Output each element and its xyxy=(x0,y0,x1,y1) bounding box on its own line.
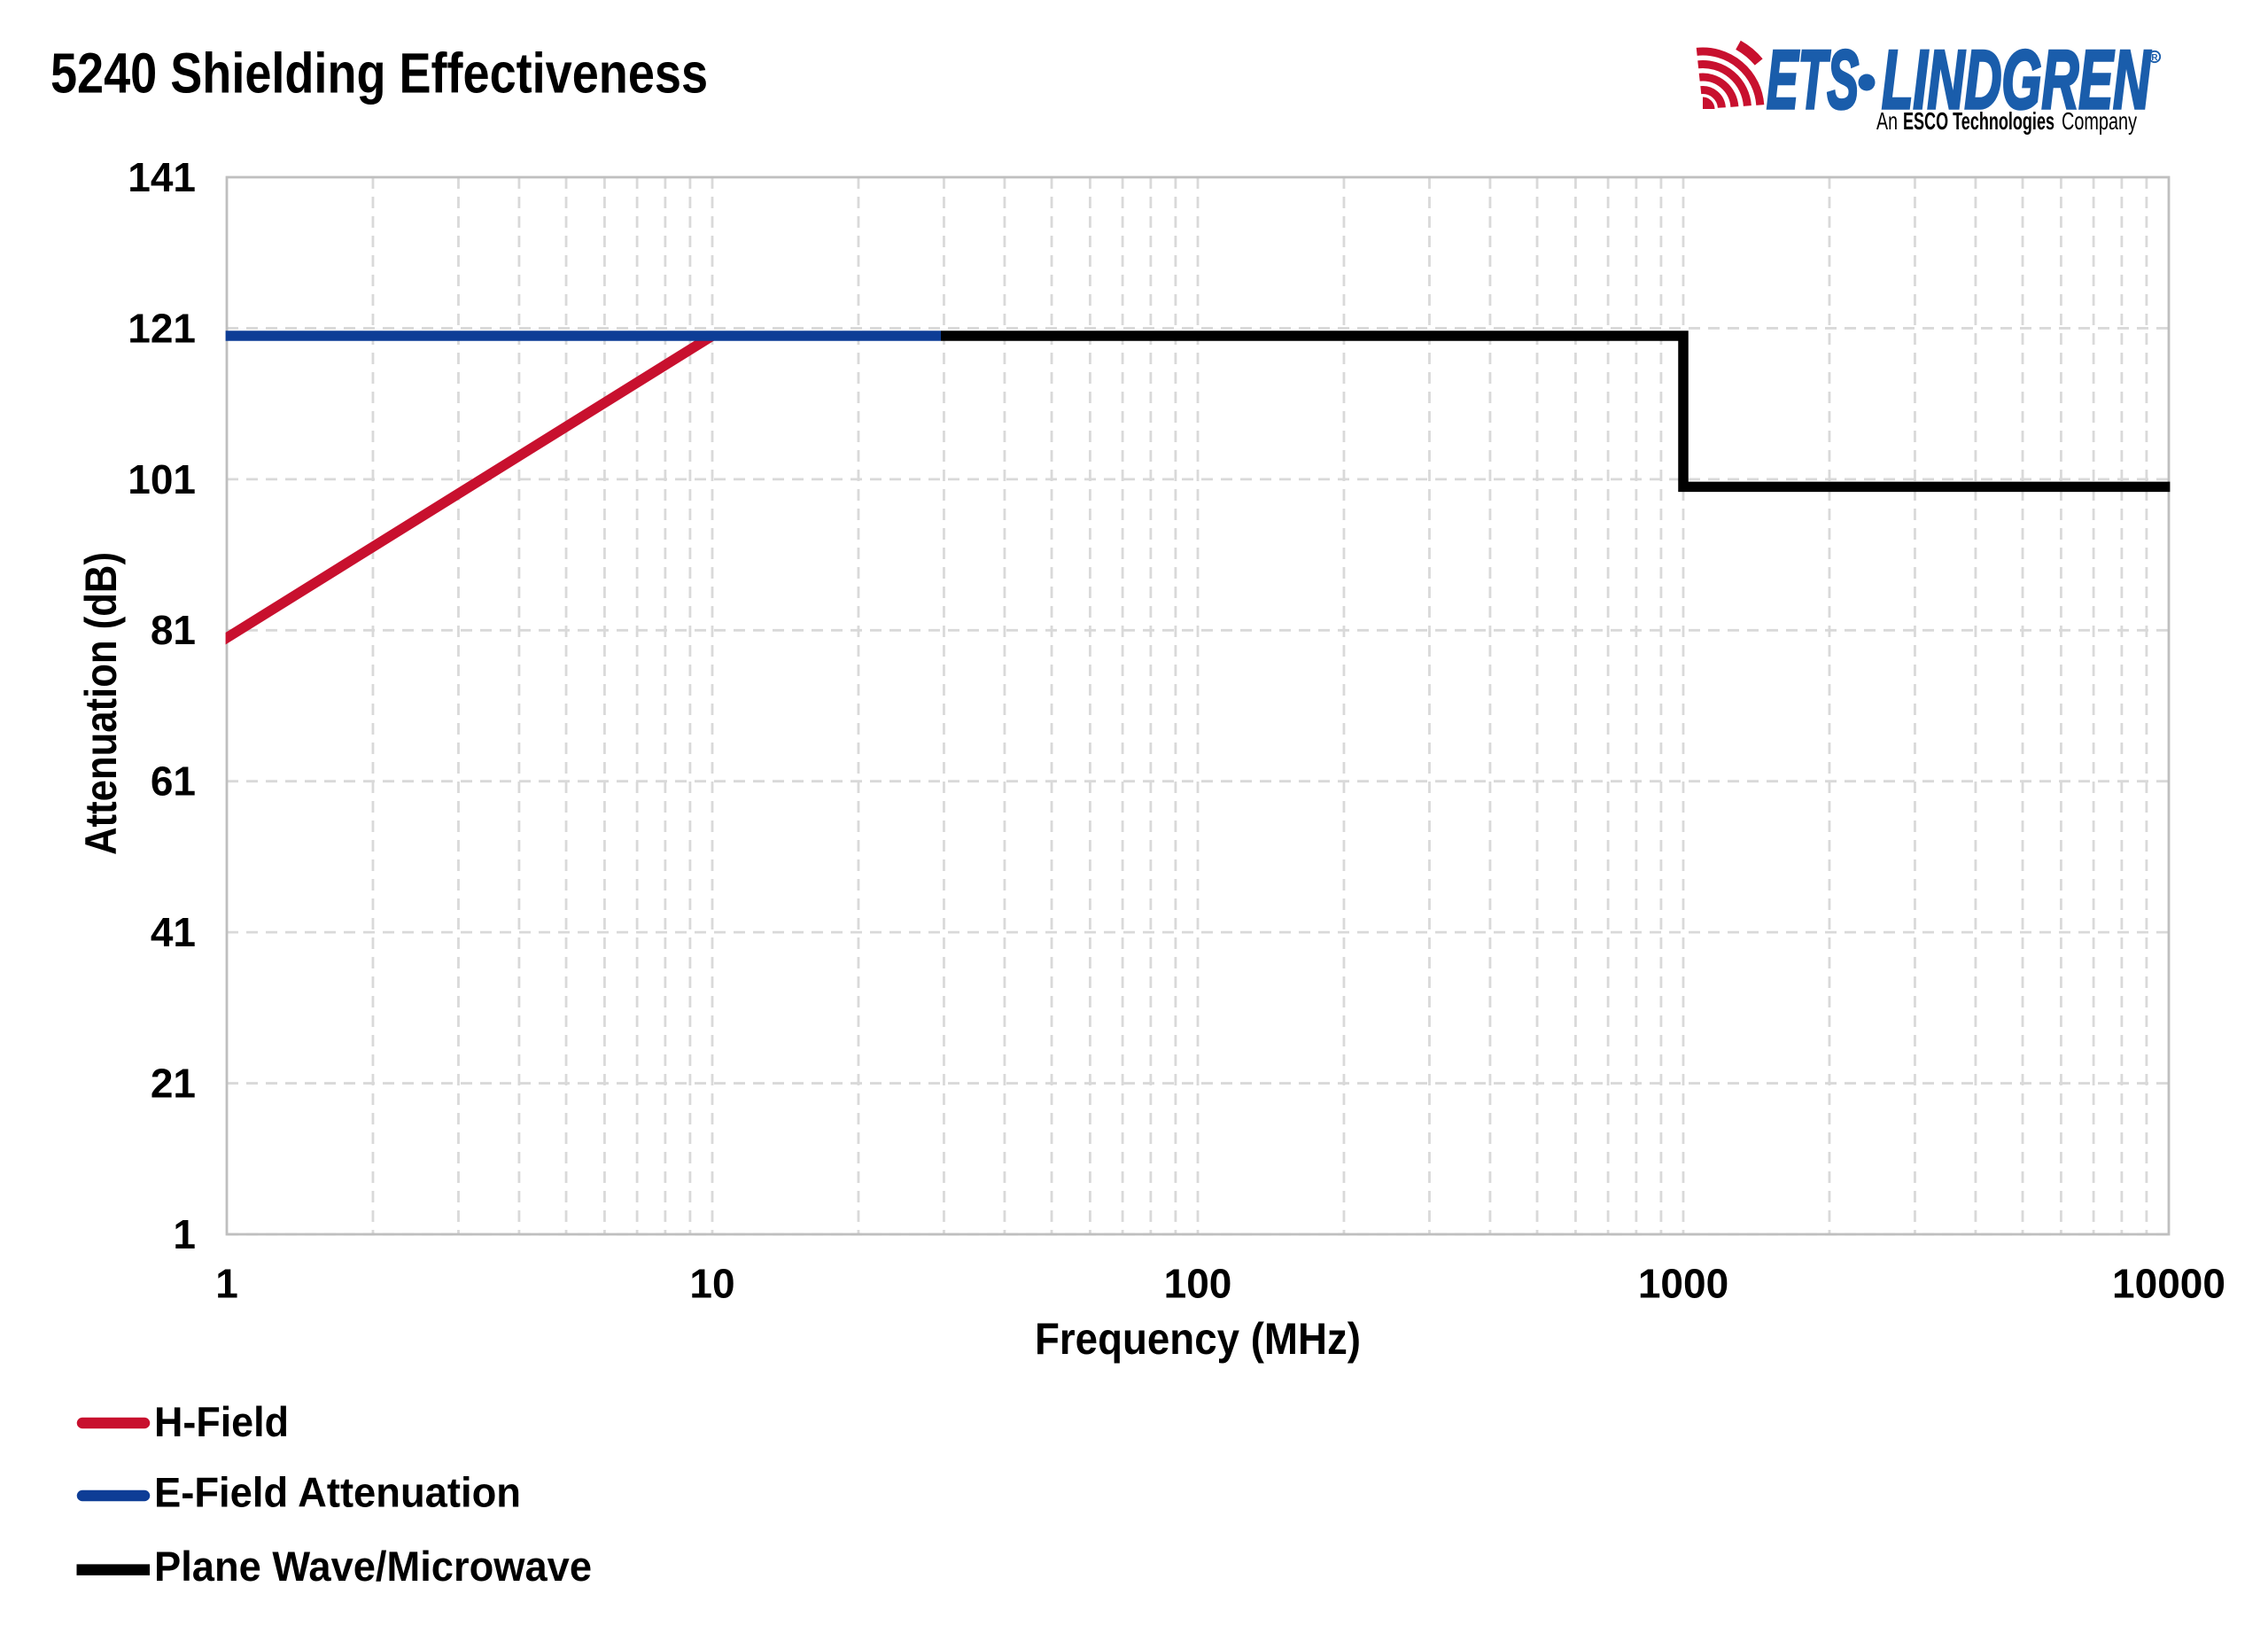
svg-text:1: 1 xyxy=(173,1211,196,1257)
svg-text:ESCO Technologies: ESCO Technologies xyxy=(1903,107,2054,135)
svg-text:21: 21 xyxy=(151,1061,196,1107)
svg-text:101: 101 xyxy=(128,456,196,502)
svg-text:R: R xyxy=(2151,53,2158,63)
svg-text:1: 1 xyxy=(215,1261,238,1307)
svg-text:Attenuation (dB): Attenuation (dB) xyxy=(76,552,126,855)
svg-text:Company: Company xyxy=(2062,107,2137,135)
svg-text:LINDGREN: LINDGREN xyxy=(1882,33,2151,126)
svg-text:An: An xyxy=(1876,107,1898,135)
svg-text:ETS: ETS xyxy=(1767,33,1859,126)
svg-text:100: 100 xyxy=(1164,1261,1232,1307)
svg-text:10000: 10000 xyxy=(2112,1261,2225,1307)
svg-text:H-Field: H-Field xyxy=(154,1398,289,1445)
svg-text:Frequency (MHz): Frequency (MHz) xyxy=(1035,1314,1361,1364)
svg-text:5240 Shielding Effectiveness: 5240 Shielding Effectiveness xyxy=(50,42,708,105)
svg-text:121: 121 xyxy=(128,305,196,351)
svg-text:E-Field Attenuation: E-Field Attenuation xyxy=(154,1469,521,1516)
svg-text:141: 141 xyxy=(128,154,196,200)
svg-text:1000: 1000 xyxy=(1638,1261,1728,1307)
svg-text:41: 41 xyxy=(151,909,196,955)
svg-text:10: 10 xyxy=(689,1261,734,1307)
svg-text:81: 81 xyxy=(151,607,196,653)
svg-text:Plane Wave/Microwave: Plane Wave/Microwave xyxy=(154,1543,592,1590)
svg-text:61: 61 xyxy=(151,758,196,805)
